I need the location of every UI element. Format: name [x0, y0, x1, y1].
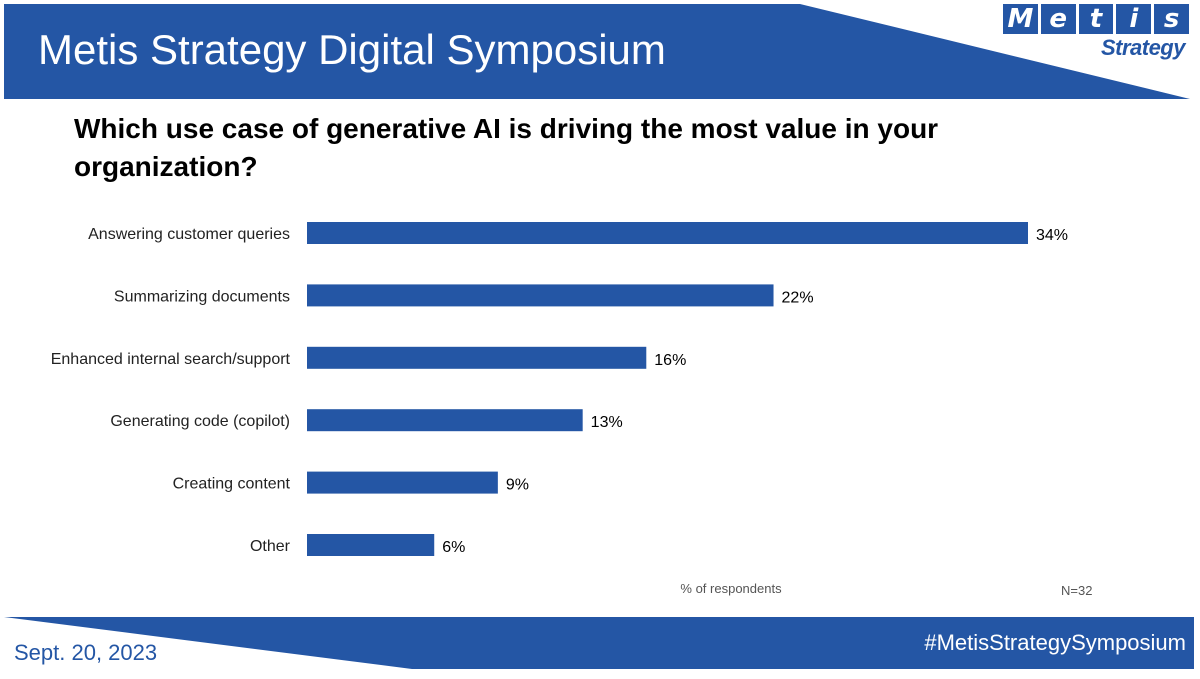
bar [307, 409, 583, 432]
category-label: Summarizing documents [114, 288, 290, 305]
data-label: 16% [654, 352, 686, 369]
category-label: Other [250, 538, 291, 555]
slide-title: Metis Strategy Digital Symposium [38, 26, 666, 73]
data-label: 6% [442, 539, 465, 556]
metis-strategy-logo: M e t i s Strategy [1003, 4, 1189, 61]
logo-letter: s [1154, 4, 1189, 34]
footer-banner [4, 617, 1194, 669]
bar [307, 222, 1028, 244]
logo-subtitle: Strategy [1100, 35, 1186, 60]
x-axis-label: % of respondents [680, 581, 782, 596]
logo-letter: t [1078, 4, 1114, 34]
data-label: 13% [591, 414, 623, 431]
footer-hashtag: #MetisStrategySymposium [924, 630, 1186, 655]
data-label: 22% [782, 289, 814, 306]
data-label: 9% [506, 477, 529, 494]
data-label: 34% [1036, 227, 1068, 244]
header-banner [4, 4, 1190, 99]
category-label: Enhanced internal search/support [51, 351, 291, 368]
chart-title: Which use case of generative AI is drivi… [74, 113, 939, 182]
bar [307, 471, 498, 494]
footer-date: Sept. 20, 2023 [14, 640, 158, 665]
category-label: Generating code (copilot) [110, 413, 290, 430]
logo-letter: e [1040, 4, 1076, 34]
category-label: Answering customer queries [88, 226, 290, 243]
logo-letters: M e t i s [1003, 4, 1189, 34]
logo-letter: M [1003, 4, 1038, 34]
bar [307, 346, 647, 369]
category-label: Creating content [173, 476, 291, 493]
sample-size-note: N=32 [1061, 583, 1092, 598]
bar [307, 534, 435, 556]
bar-chart: Answering customer queries 34% Summarizing… [51, 222, 1092, 598]
logo-letter: i [1116, 4, 1152, 34]
bar [307, 284, 774, 307]
